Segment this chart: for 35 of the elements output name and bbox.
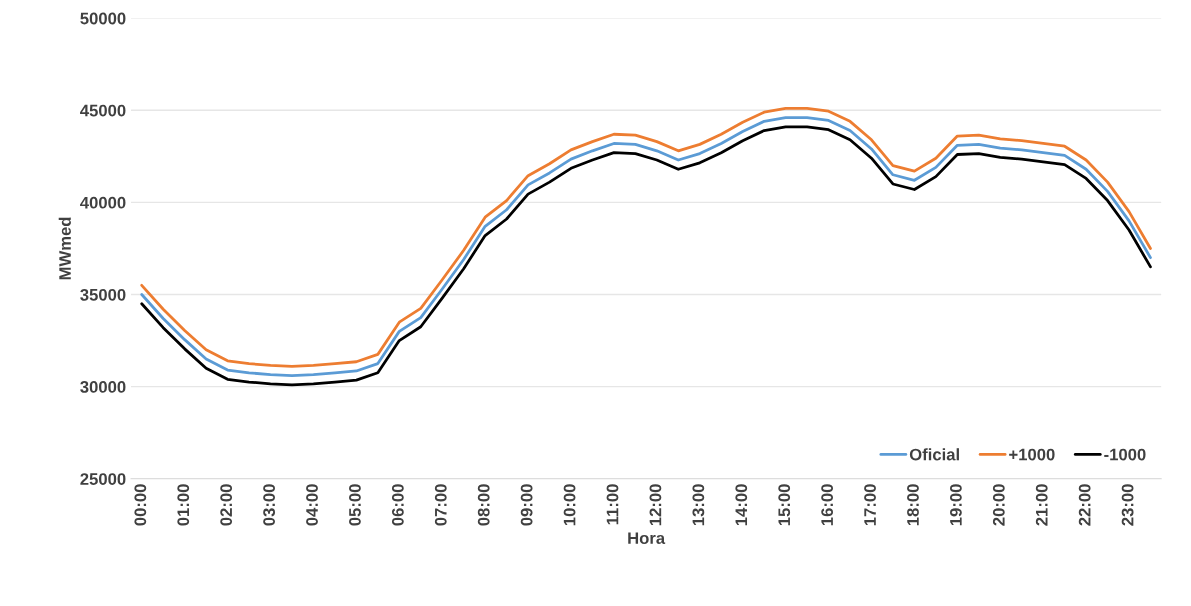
x-tick-label: 03:00 (263, 484, 276, 526)
y-tick-label: 30000 (80, 381, 126, 393)
x-tick-label: 17:00 (864, 484, 876, 526)
legend-label: Oficial (909, 448, 959, 461)
x-tick-label: 15:00 (778, 484, 791, 526)
x-tick-label: 21:00 (1035, 484, 1048, 526)
legend-label: +1000 (1009, 448, 1055, 461)
x-tick-label: 14:00 (735, 484, 748, 526)
x-tick-label: 01:00 (177, 484, 190, 526)
x-tick-label: 20:00 (992, 484, 1005, 526)
y-tick-label: 40000 (80, 196, 126, 209)
x-tick-label: 12:00 (649, 484, 662, 526)
x-tick-label: 06:00 (391, 484, 404, 526)
x-tick-label: 11:00 (606, 484, 619, 525)
x-tick-label: 18:00 (907, 484, 919, 526)
y-axis-title: MWmed (58, 217, 71, 280)
x-tick-label: 09:00 (520, 484, 533, 526)
x-tick-label: 23:00 (1121, 484, 1134, 526)
x-tick-label: 19:00 (950, 484, 962, 526)
x-tick-label: 10:00 (563, 484, 576, 526)
x-tick-label: 02:00 (220, 484, 233, 526)
y-tick-label: 35000 (80, 288, 126, 301)
x-tick-label: 05:00 (349, 484, 361, 526)
y-tick-label: 25000 (80, 473, 126, 485)
x-tick-label: 16:00 (821, 484, 834, 526)
legend-label: -1000 (1104, 448, 1146, 461)
x-tick-label: 00:00 (134, 484, 147, 526)
x-axis-title: Hora (628, 532, 666, 545)
x-tick-label: 04:00 (306, 484, 318, 526)
x-tick-label: 07:00 (434, 484, 447, 526)
x-tick-label: 08:00 (477, 484, 490, 526)
x-tick-label: 13:00 (692, 484, 705, 526)
y-tick-label: 45000 (80, 104, 126, 117)
y-tick-label: 50000 (80, 12, 126, 25)
x-tick-label: 22:00 (1078, 484, 1091, 526)
